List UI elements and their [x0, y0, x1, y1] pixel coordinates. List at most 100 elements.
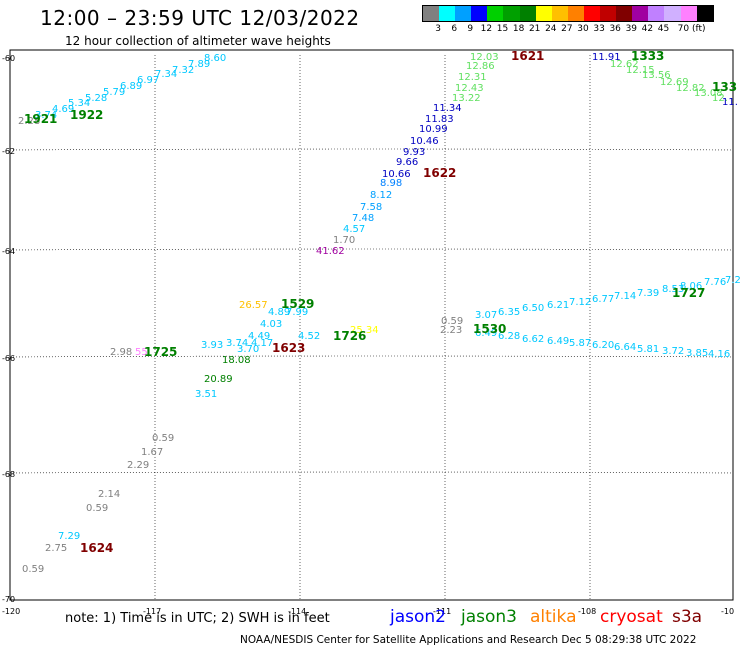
pass-time-label: 1623 [272, 341, 305, 355]
parallel-line [9, 148, 734, 151]
legend-labels: 3 6 9 12 15 18 21 24 27 30 33 36 39 42 45 70 (ft) [422, 22, 714, 34]
wave-height-value: 6.49 [547, 336, 569, 347]
wave-height-value: 2.29 [127, 460, 149, 471]
wave-height-value: 6.49 [475, 328, 497, 339]
wave-height-value: 2.75 [45, 543, 67, 554]
parallel-line [9, 355, 734, 358]
wave-height-value: 9.66 [396, 157, 418, 168]
satellite-jason2: jason2 [390, 607, 446, 627]
wave-height-value: 25.34 [350, 325, 379, 336]
legend-label: 33 [593, 24, 605, 34]
wave-height-value: 4.49 [248, 331, 270, 342]
wave-height-value: 18.08 [222, 355, 251, 366]
wave-height-value: 12.03 [470, 52, 499, 63]
wave-height-value: 1.67 [141, 447, 163, 458]
legend-swatch [471, 6, 488, 21]
wave-height-value: 7.39 [637, 288, 659, 299]
wave-height-value: 2.28 [18, 116, 40, 127]
wave-height-value: 2.14 [98, 489, 120, 500]
lat-tick-label: -60 [2, 54, 15, 63]
wave-height-value: 5.81 [637, 344, 659, 355]
legend-label: 9 [467, 24, 474, 34]
wave-height-value: 8.06 [680, 281, 702, 292]
lon-tick-label: -108 [578, 607, 596, 616]
map-frame [9, 49, 734, 601]
wave-height-value: 3.93 [201, 340, 223, 351]
legend-swatch [616, 6, 633, 21]
color-legend: 3 6 9 12 15 18 21 24 27 30 33 36 39 42 45 70 (ft) [422, 5, 714, 34]
wave-height-value: 2.98 [110, 347, 132, 358]
wave-height-value: 12.69 [660, 77, 689, 88]
lon-tick-label: -117 [143, 607, 161, 616]
wave-height-value: 41.62 [316, 246, 345, 257]
legend-swatch [439, 6, 456, 21]
wave-height-value: 7.76 [704, 277, 726, 288]
legend-swatch [503, 6, 520, 21]
legend-swatch [648, 6, 665, 21]
legend-color-bar [422, 5, 714, 22]
wave-height-value: 13.56 [642, 70, 671, 81]
legend-label: 18 [512, 24, 525, 34]
wave-height-value: 3.51 [195, 389, 217, 400]
wave-height-value: 10.46 [410, 136, 439, 147]
satellite-altika: altika [530, 607, 577, 627]
wave-height-value: 5.28 [85, 93, 107, 104]
lon-tick-label: -111 [433, 607, 451, 616]
legend-label: 24 [545, 24, 557, 34]
wave-height-value: 8.12 [370, 190, 392, 201]
pass-time-label: 1333 [631, 49, 664, 63]
wave-height-value: 12.86 [466, 61, 495, 72]
wave-height-value: 6.35 [498, 307, 520, 318]
wave-height-value: 7.58 [360, 202, 382, 213]
legend-swatch [423, 6, 440, 21]
legend-swatch [680, 6, 697, 21]
wave-height-value: 3.74 [226, 338, 248, 349]
lon-tick-label: -10 [721, 607, 734, 616]
wave-height-value: 0.59 [86, 503, 108, 514]
legend-swatch [535, 6, 552, 21]
wave-height-value: 7.32 [172, 65, 194, 76]
lat-tick-label: -64 [2, 247, 15, 256]
wave-height-value: 12.31 [458, 72, 487, 83]
wave-height-value: 0.59 [152, 433, 174, 444]
legend-swatch [551, 6, 568, 21]
legend-label: 39 [625, 24, 638, 34]
pass-time-label: 133 [712, 80, 737, 94]
credit-line: NOAA/NESDIS Center for Satellite Applica… [240, 634, 697, 646]
wave-height-value: 7.14 [614, 291, 636, 302]
wave-height-values: 2.283.744.695.345.285.796.896.977.347.32… [18, 52, 740, 575]
pass-time-label: 1726 [333, 329, 366, 343]
satellite-s3a: s3a [672, 607, 703, 627]
legend-swatch [696, 6, 713, 21]
note-text: note: 1) Time is in UTC; 2) SWH is in fe… [65, 611, 330, 626]
parallel-line [9, 248, 734, 251]
wave-height-value: 13.08 [694, 88, 723, 99]
parallel-line [9, 471, 734, 474]
wave-height-value: 6.50 [522, 303, 544, 314]
wave-height-value: 4.69 [52, 104, 74, 115]
legend-label: 15 [496, 24, 509, 34]
wave-height-value: 12.62 [610, 59, 639, 70]
pass-time-labels: 1921 1922 1621 1333 133 1622 1529 1623 1726 1530 1… [24, 49, 737, 555]
wave-height-value: 9.93 [403, 147, 425, 158]
wave-height-value: 55 [135, 347, 148, 358]
legend-swatch [583, 6, 601, 21]
wave-height-value: 7.2 [725, 275, 740, 286]
wave-height-value: 4.52 [298, 331, 320, 342]
legend-swatch [567, 6, 584, 21]
wave-height-value: 12.15 [626, 65, 655, 76]
lat-tick-label: -70 [2, 595, 15, 604]
pass-time-label: 1621 [511, 49, 544, 63]
pass-time-label: 1530 [473, 322, 506, 336]
legend-label: 12 [480, 24, 493, 34]
pass-time-label: 1921 [24, 112, 57, 126]
wave-height-value: 3.70 [237, 344, 259, 355]
pass-time-label: 1727 [672, 286, 705, 300]
wave-height-value: 6.77 [592, 294, 614, 305]
wave-height-value: 3.85 [686, 348, 708, 359]
wave-height-value: 12.82 [676, 83, 705, 94]
wave-height-value: 7.89 [188, 59, 210, 70]
legend-label: 42 [641, 24, 654, 34]
wave-height-value: 6.89 [120, 81, 142, 92]
wave-height-value: 6.21 [547, 300, 569, 311]
